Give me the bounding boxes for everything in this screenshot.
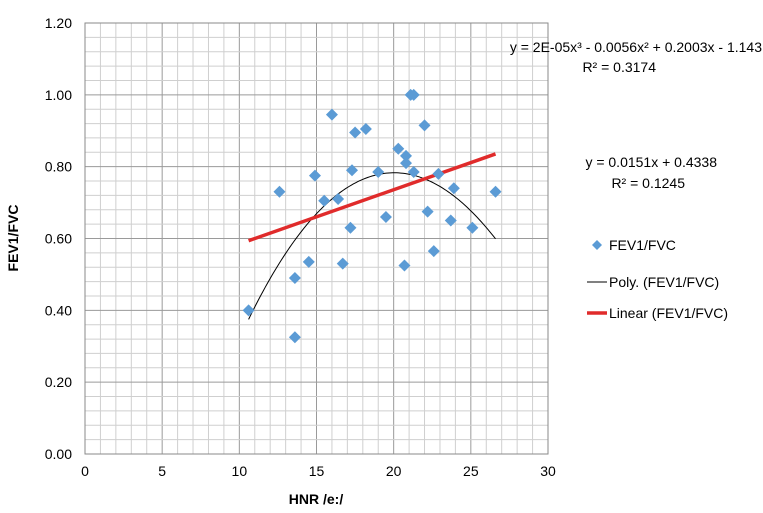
linear-r-squared: R² = 0.1245 [611,175,685,191]
x-tick-label: 15 [309,463,325,479]
poly-equation: y = 2E-05x³ - 0.0056x² + 0.2003x - 1.143 [510,39,762,55]
data-point [302,255,315,268]
legend-item-linear: Linear (FEV1/FVC) [587,305,728,321]
x-ticks: 0 5 10 15 20 25 30 [81,463,556,479]
data-point [447,182,460,195]
data-point [308,169,321,182]
data-point [242,304,255,317]
data-point [336,257,349,270]
legend-item-poly: Poly. (FEV1/FVC) [587,274,719,290]
x-tick-label: 10 [232,463,248,479]
data-point [273,185,286,198]
poly-trendline [248,172,496,320]
legend: FEV1/FVC Poly. (FEV1/FVC) Linear (FEV1/F… [587,237,728,321]
data-point [407,88,420,101]
y-tick-label: 0.00 [45,446,72,462]
data-point [372,166,385,179]
data-point [421,205,434,218]
data-point [392,142,405,155]
y-tick-label: 1.00 [45,87,72,103]
data-point [345,164,358,177]
data-point [427,245,440,258]
x-tick-label: 20 [386,463,402,479]
grid [84,22,549,455]
data-point [359,122,372,135]
data-point [400,149,413,162]
linear-equation: y = 0.0151x + 0.4338 [585,154,717,170]
data-point [379,210,392,223]
legend-item-scatter: FEV1/FVC [592,237,676,253]
y-tick-label: 0.60 [45,231,72,247]
x-tick-label: 0 [81,463,89,479]
data-point [432,167,445,180]
y-tick-label: 1.20 [45,15,72,31]
linear-trendline [248,152,497,243]
x-tick-label: 5 [158,463,166,479]
data-point [407,166,420,179]
data-point [466,221,479,234]
y-tick-label: 0.20 [45,374,72,390]
data-point [444,214,457,227]
poly-trend-path [248,172,496,320]
legend-label-scatter: FEV1/FVC [609,237,676,253]
legend-marker-diamond [592,240,602,250]
data-point [318,194,331,207]
data-point [349,126,362,139]
data-point [398,259,411,272]
scatter-points [242,88,502,344]
data-point [332,192,345,205]
legend-label-poly: Poly. (FEV1/FVC) [609,274,719,290]
legend-label-linear: Linear (FEV1/FVC) [609,305,728,321]
poly-r-squared: R² = 0.3174 [582,59,656,75]
x-tick-label: 30 [540,463,556,479]
data-point [344,221,357,234]
data-point [418,119,431,132]
linear-trend-path [248,152,497,243]
data-point [489,185,502,198]
x-axis-title: HNR /e:/ [289,491,344,507]
data-point [288,331,301,344]
y-ticks: 0.00 0.20 0.40 0.60 0.80 1.00 1.20 [45,15,72,462]
plot-area-border [84,22,549,455]
y-tick-label: 0.80 [45,159,72,175]
data-point [325,108,338,121]
data-point [400,157,413,170]
y-axis-title: FEV1/FVC [5,205,21,272]
y-tick-label: 0.40 [45,302,72,318]
x-tick-label: 25 [463,463,479,479]
data-point [288,272,301,285]
